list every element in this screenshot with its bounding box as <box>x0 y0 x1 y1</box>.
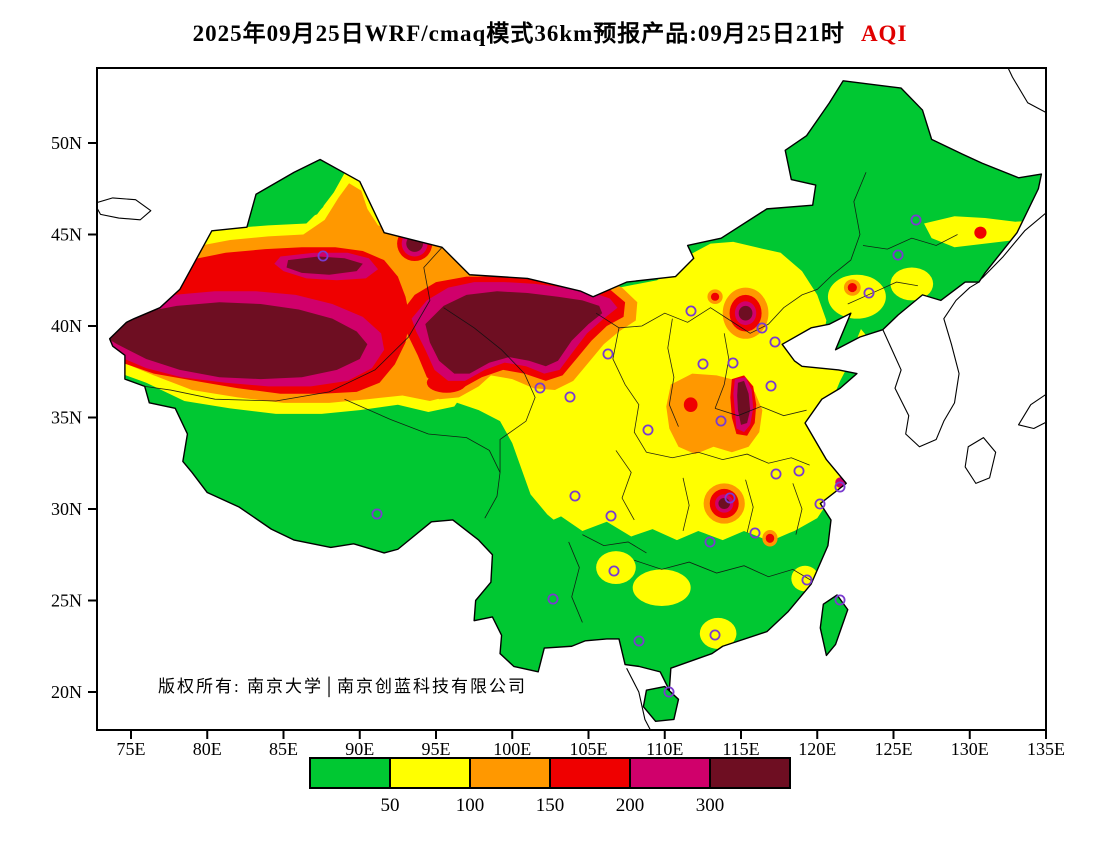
korea-coastline <box>883 282 979 447</box>
aqi-zone-green-tibet <box>109 368 534 561</box>
station-marker <box>534 382 546 394</box>
aqi-colorbar: 50 100 150 200 300 <box>309 757 791 816</box>
foreign-coastlines <box>97 52 1056 735</box>
station-marker <box>547 593 559 605</box>
aqi-maroon-layer <box>109 235 753 510</box>
title-variable-aqi: AQI <box>860 21 908 46</box>
legend-swatch <box>549 757 631 789</box>
copyright-text: 版权所有: 南京大学│南京创蓝科技有限公司 <box>158 677 528 696</box>
station-marker <box>685 305 697 317</box>
station-marker <box>569 490 581 502</box>
station-marker <box>801 574 813 586</box>
map-frame <box>96 67 1047 731</box>
station-marker <box>709 629 721 641</box>
lat-tick-label: 50N <box>51 133 82 153</box>
station-marker <box>910 214 922 226</box>
lon-tick-label: 115E <box>722 739 759 759</box>
lon-tick-label: 110E <box>646 739 683 759</box>
legend-label: 100 <box>456 795 485 816</box>
station-marker <box>605 510 617 522</box>
legend-swatch <box>469 757 551 789</box>
russia-coastline <box>982 205 1055 278</box>
map-layers <box>97 33 1061 747</box>
lon-tick-label: 120E <box>798 739 836 759</box>
station-marker <box>317 250 329 262</box>
station-marker <box>564 391 576 403</box>
legend-label: 150 <box>536 795 565 816</box>
china-outline <box>110 81 1042 722</box>
legend-swatch <box>309 757 391 789</box>
legend-label: 200 <box>616 795 645 816</box>
station-marker <box>608 565 620 577</box>
station-marker <box>697 358 709 370</box>
station-marker <box>727 357 739 369</box>
lon-tick-label: 125E <box>875 739 913 759</box>
station-marker <box>756 322 768 334</box>
legend-swatch <box>389 757 471 789</box>
honshu-coastline <box>1019 388 1056 428</box>
lon-tick-label: 75E <box>117 739 146 759</box>
lat-tick-label: 35N <box>51 408 82 428</box>
lat-tick-label: 40N <box>51 316 82 336</box>
station-marker <box>371 508 383 520</box>
station-marker <box>715 415 727 427</box>
station-marker <box>749 527 761 539</box>
amur-coastline <box>1000 52 1055 118</box>
station-marker <box>704 536 716 548</box>
lon-tick-label: 100E <box>493 739 531 759</box>
kyushu-coastline <box>965 438 996 484</box>
province-borders <box>145 172 958 622</box>
page-title: 2025年09月25日WRF/cmaq模式36km预报产品:09月25日21时 A… <box>0 14 1100 48</box>
legend-swatch <box>709 757 791 789</box>
station-marker <box>834 594 846 606</box>
station-marker <box>663 686 675 698</box>
station-marker <box>633 635 645 647</box>
lon-tick-label: 80E <box>193 739 222 759</box>
station-marker <box>602 348 614 360</box>
axis-ticks: 50N 45N 40N 35N 30N 25N 20N 75E 80E 85E 90E 95E 100E… <box>51 133 1065 759</box>
station-marker <box>892 249 904 261</box>
legend-label: 300 <box>696 795 725 816</box>
station-marker <box>793 465 805 477</box>
lon-tick-label: 135E <box>1027 739 1065 759</box>
legend-label: 50 <box>381 795 400 816</box>
aqi-fill-layers <box>109 80 1042 722</box>
legend-swatch <box>629 757 711 789</box>
station-marker <box>863 287 875 299</box>
lon-tick-label: 90E <box>345 739 374 759</box>
lon-tick-label: 95E <box>422 739 451 759</box>
lat-tick-label: 45N <box>51 225 82 245</box>
lat-tick-label: 20N <box>51 682 82 702</box>
lat-tick-label: 25N <box>51 591 82 611</box>
station-markers <box>317 214 922 698</box>
station-marker <box>834 481 846 493</box>
lon-tick-label: 105E <box>570 739 608 759</box>
lon-tick-label: 85E <box>269 739 298 759</box>
station-marker <box>769 336 781 348</box>
station-marker <box>642 424 654 436</box>
station-marker <box>724 492 736 504</box>
station-marker <box>770 468 782 480</box>
plot-area: 50N 45N 40N 35N 30N 25N 20N 75E 80E 85E 90E 95E 100E… <box>51 33 1065 759</box>
lon-tick-label: 130E <box>951 739 989 759</box>
lat-tick-label: 30N <box>51 499 82 519</box>
station-marker <box>765 380 777 392</box>
lake-outline <box>97 198 150 220</box>
vietnam-coastline <box>627 668 653 734</box>
title-text: 2025年09月25日WRF/cmaq模式36km预报产品:09月25日21时 <box>192 21 845 46</box>
station-marker <box>814 498 826 510</box>
